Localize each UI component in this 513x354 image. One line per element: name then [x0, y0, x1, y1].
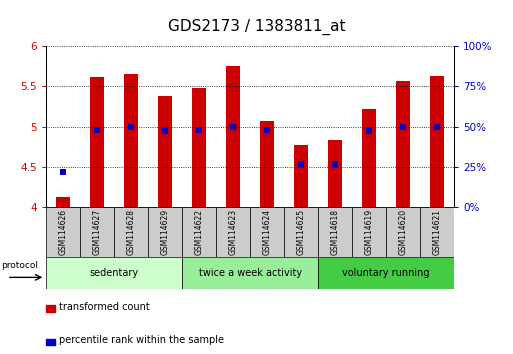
Text: GSM114626: GSM114626 [58, 209, 68, 255]
Bar [182, 207, 216, 257]
Text: GSM114621: GSM114621 [432, 209, 442, 255]
Text: GSM114628: GSM114628 [127, 209, 135, 255]
Text: GSM114619: GSM114619 [365, 209, 373, 255]
Bar [90, 78, 104, 207]
Bar [159, 96, 172, 207]
Bar [192, 88, 206, 207]
Bar [318, 207, 352, 257]
Bar [46, 306, 55, 312]
Bar [430, 76, 444, 207]
Bar [294, 145, 308, 207]
Text: GSM114625: GSM114625 [297, 209, 306, 255]
Bar [318, 257, 454, 289]
Bar [250, 207, 284, 257]
Bar [46, 339, 55, 345]
Text: GSM114623: GSM114623 [229, 209, 238, 255]
Text: GSM114624: GSM114624 [263, 209, 271, 255]
Bar [124, 74, 138, 207]
Bar [396, 81, 410, 207]
Text: GDS2173 / 1383811_at: GDS2173 / 1383811_at [168, 19, 345, 35]
Text: twice a week activity: twice a week activity [199, 268, 302, 278]
Bar [284, 207, 318, 257]
Bar [226, 66, 240, 207]
Bar [352, 207, 386, 257]
Bar [80, 207, 114, 257]
Text: GSM114629: GSM114629 [161, 209, 170, 255]
Bar [182, 257, 318, 289]
Bar [386, 207, 420, 257]
Bar [46, 257, 182, 289]
Text: protocol: protocol [1, 261, 38, 270]
Text: GSM114620: GSM114620 [399, 209, 407, 255]
Text: percentile rank within the sample: percentile rank within the sample [59, 335, 224, 346]
Text: voluntary running: voluntary running [342, 268, 430, 278]
Text: GSM114627: GSM114627 [93, 209, 102, 255]
Bar [362, 109, 376, 207]
Text: GSM114622: GSM114622 [194, 209, 204, 255]
Text: GSM114618: GSM114618 [330, 209, 340, 255]
Text: transformed count: transformed count [59, 302, 150, 312]
Bar [148, 207, 182, 257]
Bar [216, 207, 250, 257]
Bar [420, 207, 454, 257]
Bar [46, 207, 80, 257]
Bar [114, 207, 148, 257]
Bar [328, 140, 342, 207]
Text: sedentary: sedentary [90, 268, 139, 278]
Bar [56, 196, 70, 207]
Bar [260, 121, 274, 207]
